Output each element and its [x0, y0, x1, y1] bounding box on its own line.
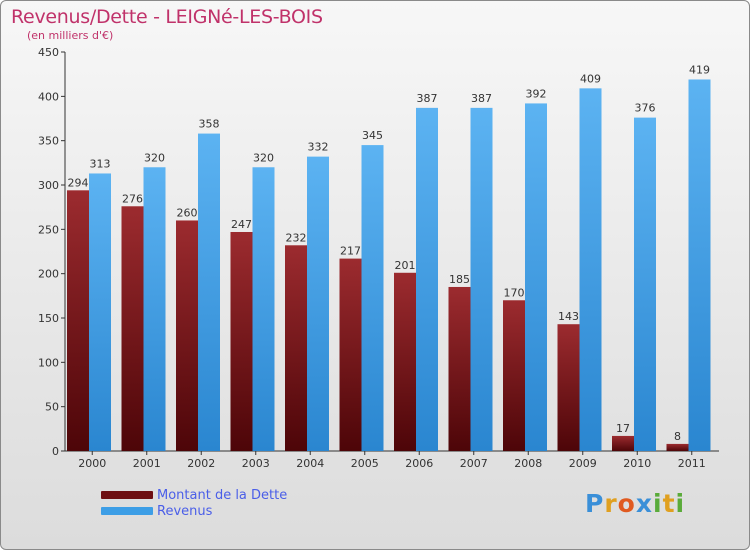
- x-tick-label: 2010: [623, 457, 651, 470]
- legend-swatch-debt: [101, 491, 153, 499]
- logo-letter: x: [635, 489, 653, 518]
- chart-subtitle: (en milliers d'€): [27, 29, 114, 42]
- revenue-bar: [143, 167, 166, 451]
- revenue-bar: [198, 133, 220, 451]
- debt-bar: [612, 435, 634, 451]
- y-tick-label: 250: [38, 223, 59, 236]
- logo-letter: i: [675, 489, 686, 518]
- y-tick-label: 300: [38, 179, 59, 192]
- y-tick-label: 150: [38, 312, 59, 325]
- revenue-value-label: 320: [144, 151, 165, 164]
- revenue-bar: [579, 88, 602, 451]
- x-tick-label: 2011: [678, 457, 706, 470]
- revenue-value-label: 332: [308, 141, 329, 154]
- revenue-value-label: 320: [253, 151, 274, 164]
- debt-bar: [67, 190, 89, 451]
- debt-bar: [339, 258, 362, 451]
- revenue-bar: [361, 145, 384, 451]
- debt-value-label: 17: [616, 422, 630, 435]
- x-tick-label: 2007: [460, 457, 488, 470]
- legend: Montant de la Dette Revenus: [101, 487, 287, 519]
- debt-bar: [394, 272, 416, 451]
- revenue-value-label: 409: [580, 72, 601, 85]
- debt-bar: [121, 206, 144, 451]
- revenue-value-label: 376: [635, 102, 656, 115]
- x-tick-label: 2000: [78, 457, 106, 470]
- proxiti-logo: Proxiti: [585, 489, 685, 518]
- y-tick-label: 400: [38, 90, 59, 103]
- revenue-bar: [307, 156, 329, 452]
- legend-label-revenue: Revenus: [157, 503, 213, 519]
- x-tick-label: 2002: [187, 457, 215, 470]
- revenue-value-label: 387: [417, 92, 438, 105]
- revenue-bar: [470, 107, 493, 452]
- y-tick-label: 350: [38, 135, 59, 148]
- debt-value-label: 276: [122, 192, 143, 205]
- x-tick-label: 2004: [296, 457, 324, 470]
- y-tick-label: 0: [52, 445, 59, 458]
- debt-value-label: 170: [504, 286, 525, 299]
- debt-value-label: 143: [558, 310, 579, 323]
- chart-title: Revenus/Dette - LEIGNé-LES-BOIS: [11, 6, 323, 28]
- revenue-bar: [688, 79, 711, 451]
- x-tick-label: 2009: [569, 457, 597, 470]
- revenue-bar: [89, 173, 111, 451]
- y-tick-label: 50: [45, 401, 59, 414]
- revenue-value-label: 313: [90, 157, 111, 170]
- x-tick-label: 2008: [514, 457, 542, 470]
- revenue-value-label: 392: [526, 87, 547, 100]
- logo-letter: o: [617, 489, 636, 518]
- logo-letter: t: [662, 489, 676, 518]
- debt-value-label: 8: [674, 430, 681, 443]
- debt-bar: [176, 220, 198, 451]
- legend-item-debt: Montant de la Dette: [101, 487, 287, 503]
- debt-value-label: 185: [449, 273, 470, 286]
- logo-letter: r: [604, 489, 618, 518]
- revenue-bar: [416, 107, 438, 452]
- revenue-value-label: 345: [362, 129, 383, 142]
- debt-value-label: 294: [68, 176, 89, 189]
- legend-label-debt: Montant de la Dette: [157, 487, 288, 503]
- revenue-bar: [525, 103, 547, 451]
- revenue-value-label: 387: [471, 92, 492, 105]
- x-tick-label: 2001: [133, 457, 161, 470]
- debt-value-label: 217: [340, 245, 361, 258]
- legend-swatch-revenue: [101, 507, 153, 515]
- revenue-bar: [252, 167, 275, 451]
- debt-bar: [448, 286, 471, 451]
- x-tick-label: 2005: [351, 457, 379, 470]
- x-tick-label: 2006: [405, 457, 433, 470]
- revenue-bar: [634, 117, 656, 451]
- debt-value-label: 232: [286, 231, 307, 244]
- debt-value-label: 247: [231, 218, 252, 231]
- revenue-value-label: 419: [689, 63, 710, 76]
- y-tick-label: 100: [38, 356, 59, 369]
- debt-bar: [666, 443, 689, 451]
- debt-bar: [503, 300, 525, 451]
- revenue-value-label: 358: [199, 118, 220, 131]
- legend-item-revenue: Revenus: [101, 503, 287, 519]
- debt-bar: [285, 245, 307, 451]
- debt-value-label: 260: [177, 206, 198, 219]
- debt-value-label: 201: [395, 259, 416, 272]
- y-tick-label: 450: [38, 46, 59, 59]
- logo-letter: P: [585, 489, 605, 518]
- debt-bar: [557, 324, 580, 451]
- y-tick-label: 200: [38, 268, 59, 281]
- x-tick-label: 2003: [242, 457, 270, 470]
- debt-bar: [230, 231, 253, 451]
- logo-letter: i: [653, 489, 663, 518]
